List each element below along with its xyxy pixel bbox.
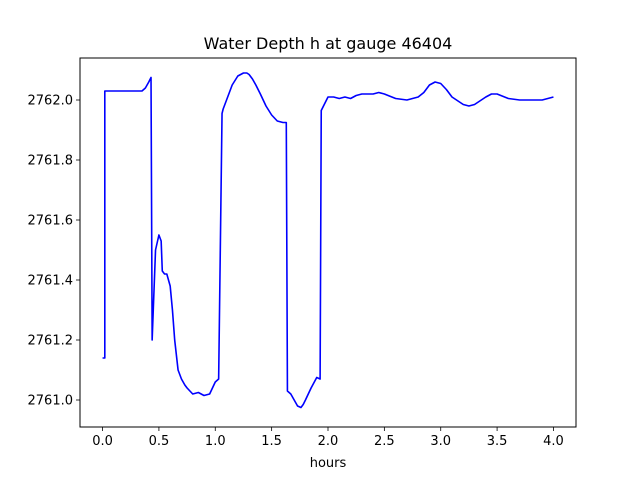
- y-tick-label: 2761.8: [28, 154, 74, 169]
- series-layer: [102, 72, 554, 409]
- x-tick-label: 0.5: [149, 434, 170, 449]
- x-tick-label: 2.5: [374, 434, 395, 449]
- x-axis: 0.0 0.5 1.0 1.5 2.0 2.5 3.0 3.5 4.0: [92, 427, 564, 449]
- x-axis-label: hours: [310, 456, 347, 471]
- y-tick-label: 2762.0: [28, 94, 74, 109]
- y-axis: 2761.0 2761.2 2761.4 2761.6 2761.8 2762.0: [28, 94, 80, 409]
- x-tick-label: 3.5: [487, 434, 508, 449]
- x-tick-label: 4.0: [543, 434, 564, 449]
- y-tick-label: 2761.4: [28, 274, 74, 289]
- plot-frame: [79, 57, 577, 428]
- y-tick-label: 2761.0: [28, 394, 74, 409]
- x-tick-label: 1.5: [261, 434, 282, 449]
- x-tick-label: 3.0: [430, 434, 451, 449]
- x-tick-label: 0.0: [92, 434, 113, 449]
- chart-title: Water Depth h at gauge 46404: [204, 34, 453, 53]
- plot-area: [80, 58, 576, 427]
- y-tick-label: 2761.6: [28, 214, 74, 229]
- x-tick-label: 2.0: [318, 434, 339, 449]
- x-tick-label: 1.0: [205, 434, 226, 449]
- y-tick-label: 2761.2: [28, 334, 74, 349]
- series-line-0: [102, 72, 554, 409]
